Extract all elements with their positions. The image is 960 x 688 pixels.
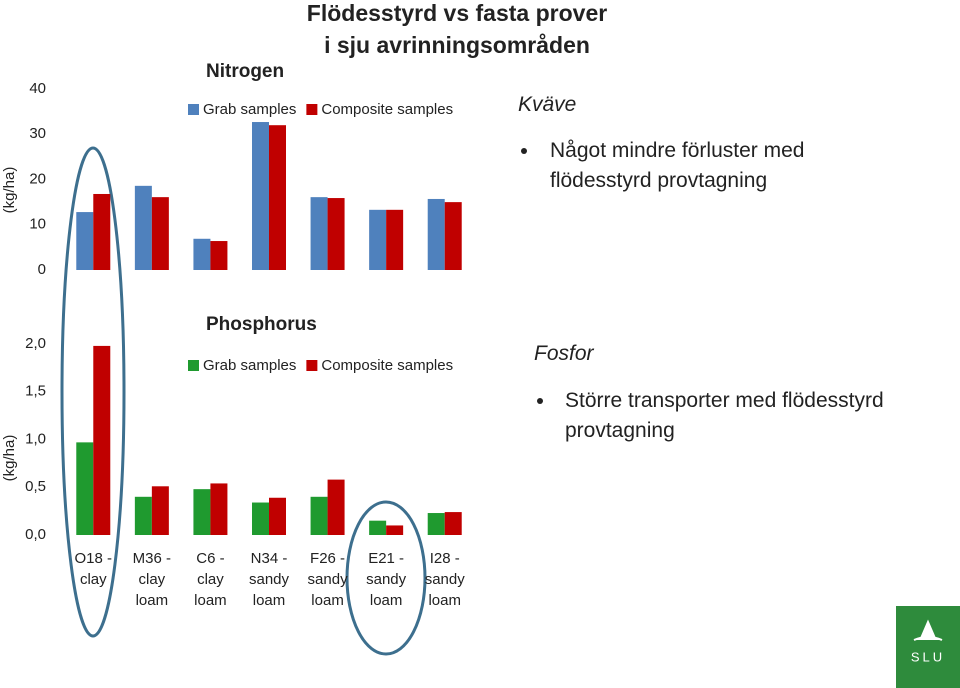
legend-swatch — [188, 360, 199, 371]
y-tick-label: 20 — [29, 170, 46, 187]
bar — [193, 489, 211, 535]
bullet — [537, 398, 543, 404]
chart-title: Nitrogen — [206, 61, 284, 82]
bar — [252, 502, 269, 535]
y-tick-label: 0 — [38, 261, 46, 278]
bar — [151, 197, 169, 270]
bar — [386, 525, 404, 535]
bar — [369, 209, 387, 270]
bar — [386, 209, 404, 270]
bar — [210, 241, 228, 270]
bar — [76, 212, 94, 270]
y-axis-label: (kg/ha) — [1, 167, 18, 214]
x-tick-label: E21 - sandy loam — [366, 550, 407, 609]
logo-mark — [913, 619, 943, 641]
bar — [193, 238, 211, 270]
legend-label: Composite samples — [321, 357, 453, 374]
bar — [269, 497, 286, 535]
bar — [369, 520, 387, 535]
chart-title: Phosphorus — [206, 314, 317, 335]
bar — [444, 512, 462, 535]
legend-label: Grab samples — [203, 101, 296, 118]
bar — [134, 496, 152, 535]
y-tick-label: 30 — [29, 125, 46, 142]
bar — [210, 483, 228, 535]
bar — [252, 122, 269, 270]
bar — [93, 345, 111, 535]
highlight-ellipse — [345, 500, 427, 656]
bullet — [521, 148, 527, 154]
bar — [327, 479, 345, 535]
bar — [134, 185, 152, 270]
x-tick-label: N34 - sandy loam — [248, 550, 290, 609]
note-bullet: Större transporter med flödesstyrd provt… — [565, 389, 884, 442]
bar — [310, 496, 328, 535]
bar — [310, 197, 328, 270]
y-tick-label: 1,5 — [25, 383, 46, 400]
legend-label: Composite samples — [321, 101, 453, 118]
bar — [93, 193, 111, 270]
logo-text: SLU — [911, 649, 945, 664]
legend-swatch — [306, 104, 318, 115]
bar — [427, 198, 445, 270]
x-tick-label: M36 - clay loam — [132, 550, 172, 609]
bar — [76, 442, 94, 535]
y-tick-label: 2,0 — [25, 335, 46, 352]
highlight-ellipse — [60, 146, 126, 638]
y-tick-label: 1,0 — [25, 430, 46, 447]
legend-swatch — [188, 104, 199, 115]
bar — [269, 125, 286, 270]
legend-label: Grab samples — [203, 357, 296, 374]
logo-box — [896, 606, 960, 688]
y-tick-label: 40 — [29, 80, 46, 97]
x-tick-label: O18 - clay — [74, 550, 113, 588]
y-tick-label: 0,5 — [25, 478, 46, 495]
bar — [427, 513, 445, 535]
legend-swatch — [306, 360, 318, 371]
y-axis-label: (kg/ha) — [1, 435, 18, 482]
x-tick-label: I28 - sandy loam — [424, 550, 465, 609]
note-heading: Fosfor — [534, 342, 594, 365]
bar — [151, 486, 169, 535]
bar — [444, 202, 462, 270]
slide-title: Flödesstyrd vs fasta prover — [306, 0, 608, 26]
y-tick-label: 0,0 — [25, 526, 46, 543]
bar — [327, 198, 345, 270]
note-heading: Kväve — [518, 93, 577, 116]
x-tick-label: C6 - clay loam — [194, 550, 227, 609]
y-tick-label: 10 — [29, 216, 46, 233]
note-bullet: Något mindre förluster med flödesstyrd p… — [550, 139, 805, 192]
x-tick-label: F26 - sandy loam — [307, 550, 348, 609]
slide-title: i sju avrinningsområden — [324, 32, 590, 58]
